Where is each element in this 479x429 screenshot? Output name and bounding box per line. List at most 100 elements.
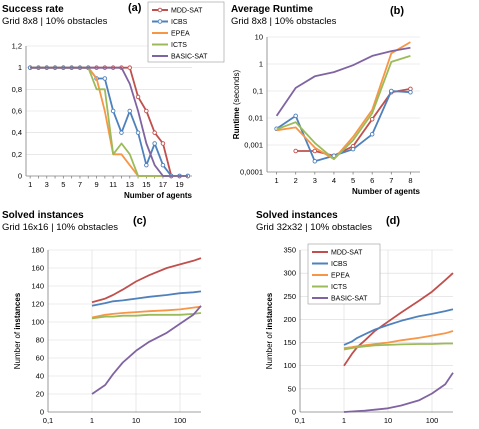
y-tick-label: 0,01 bbox=[248, 114, 263, 123]
series-line bbox=[91, 257, 202, 304]
series-line bbox=[91, 305, 202, 395]
y-tick-label: 0,1 bbox=[253, 87, 263, 96]
series-line bbox=[30, 66, 188, 177]
chart-title: Solved instances bbox=[2, 210, 84, 221]
series-line bbox=[343, 330, 454, 349]
x-tick-label: 10 bbox=[384, 416, 392, 425]
data-point bbox=[293, 113, 298, 119]
series-line bbox=[30, 66, 188, 177]
y-tick-label: 120 bbox=[31, 300, 44, 309]
series-icbs bbox=[274, 88, 413, 164]
series-icts bbox=[276, 55, 411, 160]
x-tick-label: 6 bbox=[370, 176, 374, 185]
legend-marker bbox=[157, 19, 163, 24]
x-tick-label: 0,1 bbox=[43, 416, 53, 425]
series-icbs bbox=[343, 308, 454, 346]
data-point bbox=[160, 162, 166, 168]
series-icbs bbox=[91, 290, 202, 307]
data-point bbox=[152, 141, 157, 146]
x-tick-label: 100 bbox=[426, 416, 439, 425]
series-mdd-sat bbox=[343, 272, 454, 367]
y-axis-label: Runtime (seconds) bbox=[232, 69, 241, 139]
y-axis-label-main: Number of bbox=[13, 330, 22, 370]
chart-subtitle: Grid 16x16 | 10% obstacles bbox=[2, 222, 118, 233]
series-epea bbox=[91, 305, 202, 319]
chart-subtitle: Grid 32x32 | 10% obstacles bbox=[256, 222, 372, 233]
series-basic-sat bbox=[343, 372, 454, 413]
x-tick-label: 7 bbox=[78, 180, 82, 189]
chart-subtitle: Grid 8x8 | 10% obstacles bbox=[231, 16, 337, 27]
y-tick-label: 0,001 bbox=[244, 141, 263, 150]
data-point bbox=[160, 141, 166, 146]
legend-label: EPEA bbox=[171, 31, 190, 38]
y-tick-label: 300 bbox=[283, 269, 296, 278]
x-tick-label: 15 bbox=[142, 180, 150, 189]
x-tick-label: 9 bbox=[94, 180, 98, 189]
data-point bbox=[119, 130, 124, 135]
data-point bbox=[312, 159, 318, 164]
y-tick-label: 60 bbox=[36, 354, 44, 363]
x-tick-label: 3 bbox=[45, 180, 49, 189]
x-tick-label: 5 bbox=[61, 180, 65, 189]
series-line bbox=[91, 290, 202, 307]
data-point bbox=[127, 65, 132, 70]
legend-label: ICBS bbox=[171, 19, 188, 26]
data-point bbox=[389, 88, 394, 94]
y-tick-label: 0,4 bbox=[12, 128, 22, 137]
x-axis-label: Number of agents bbox=[352, 187, 421, 196]
y-tick-label: 80 bbox=[36, 336, 44, 345]
x-tick-label: 10 bbox=[132, 416, 140, 425]
series-line bbox=[343, 272, 454, 367]
y-tick-label: 350 bbox=[283, 246, 296, 255]
series-epea bbox=[276, 41, 411, 160]
y-tick-label: 150 bbox=[283, 338, 296, 347]
data-point bbox=[144, 108, 149, 114]
data-point bbox=[127, 108, 132, 114]
y-tick-label: 140 bbox=[31, 282, 44, 291]
y-axis-label-unit: instances bbox=[265, 292, 274, 329]
y-tick-label: 1,2 bbox=[12, 42, 22, 51]
data-point bbox=[102, 76, 108, 81]
series-icts bbox=[30, 66, 188, 177]
series-line bbox=[91, 305, 202, 319]
y-axis-label: Number of instances bbox=[265, 292, 274, 369]
x-tick-label: 11 bbox=[109, 180, 117, 189]
panel-tag: (b) bbox=[390, 5, 404, 17]
y-tick-label: 200 bbox=[283, 315, 296, 324]
y-axis-label: Number of instances bbox=[13, 292, 22, 369]
y-tick-label: 0,6 bbox=[12, 107, 22, 116]
y-axis-label-unit: (seconds) bbox=[232, 69, 241, 107]
y-tick-label: 40 bbox=[36, 372, 44, 381]
y-tick-label: 20 bbox=[36, 390, 44, 399]
data-point bbox=[135, 94, 141, 100]
series-line bbox=[276, 90, 411, 163]
data-point bbox=[152, 130, 157, 135]
x-axis-label: Number of agents bbox=[124, 191, 193, 200]
data-point bbox=[293, 148, 298, 154]
series-line bbox=[275, 46, 411, 117]
x-tick-label: 3 bbox=[313, 176, 317, 185]
data-point bbox=[144, 162, 149, 168]
y-tick-label: 250 bbox=[283, 292, 296, 301]
data-point bbox=[312, 148, 318, 154]
chart-title: Success rate bbox=[2, 4, 64, 15]
series-line bbox=[276, 55, 411, 160]
series-mdd-sat bbox=[91, 257, 202, 304]
y-tick-label: 0,8 bbox=[12, 85, 22, 94]
y-axis-label-main: Runtime bbox=[232, 107, 241, 140]
y-tick-label: 1 bbox=[259, 60, 263, 69]
series-line bbox=[343, 342, 453, 351]
data-point bbox=[369, 116, 375, 122]
panel-tag: (a) bbox=[128, 2, 142, 14]
legend-label: ICBS bbox=[331, 261, 348, 268]
y-tick-label: 1 bbox=[18, 63, 22, 72]
x-tick-label: 8 bbox=[408, 176, 412, 185]
series-icts bbox=[343, 342, 453, 351]
y-tick-label: 0,0001 bbox=[240, 168, 263, 177]
x-tick-label: 4 bbox=[332, 176, 336, 185]
series-line bbox=[91, 312, 202, 320]
